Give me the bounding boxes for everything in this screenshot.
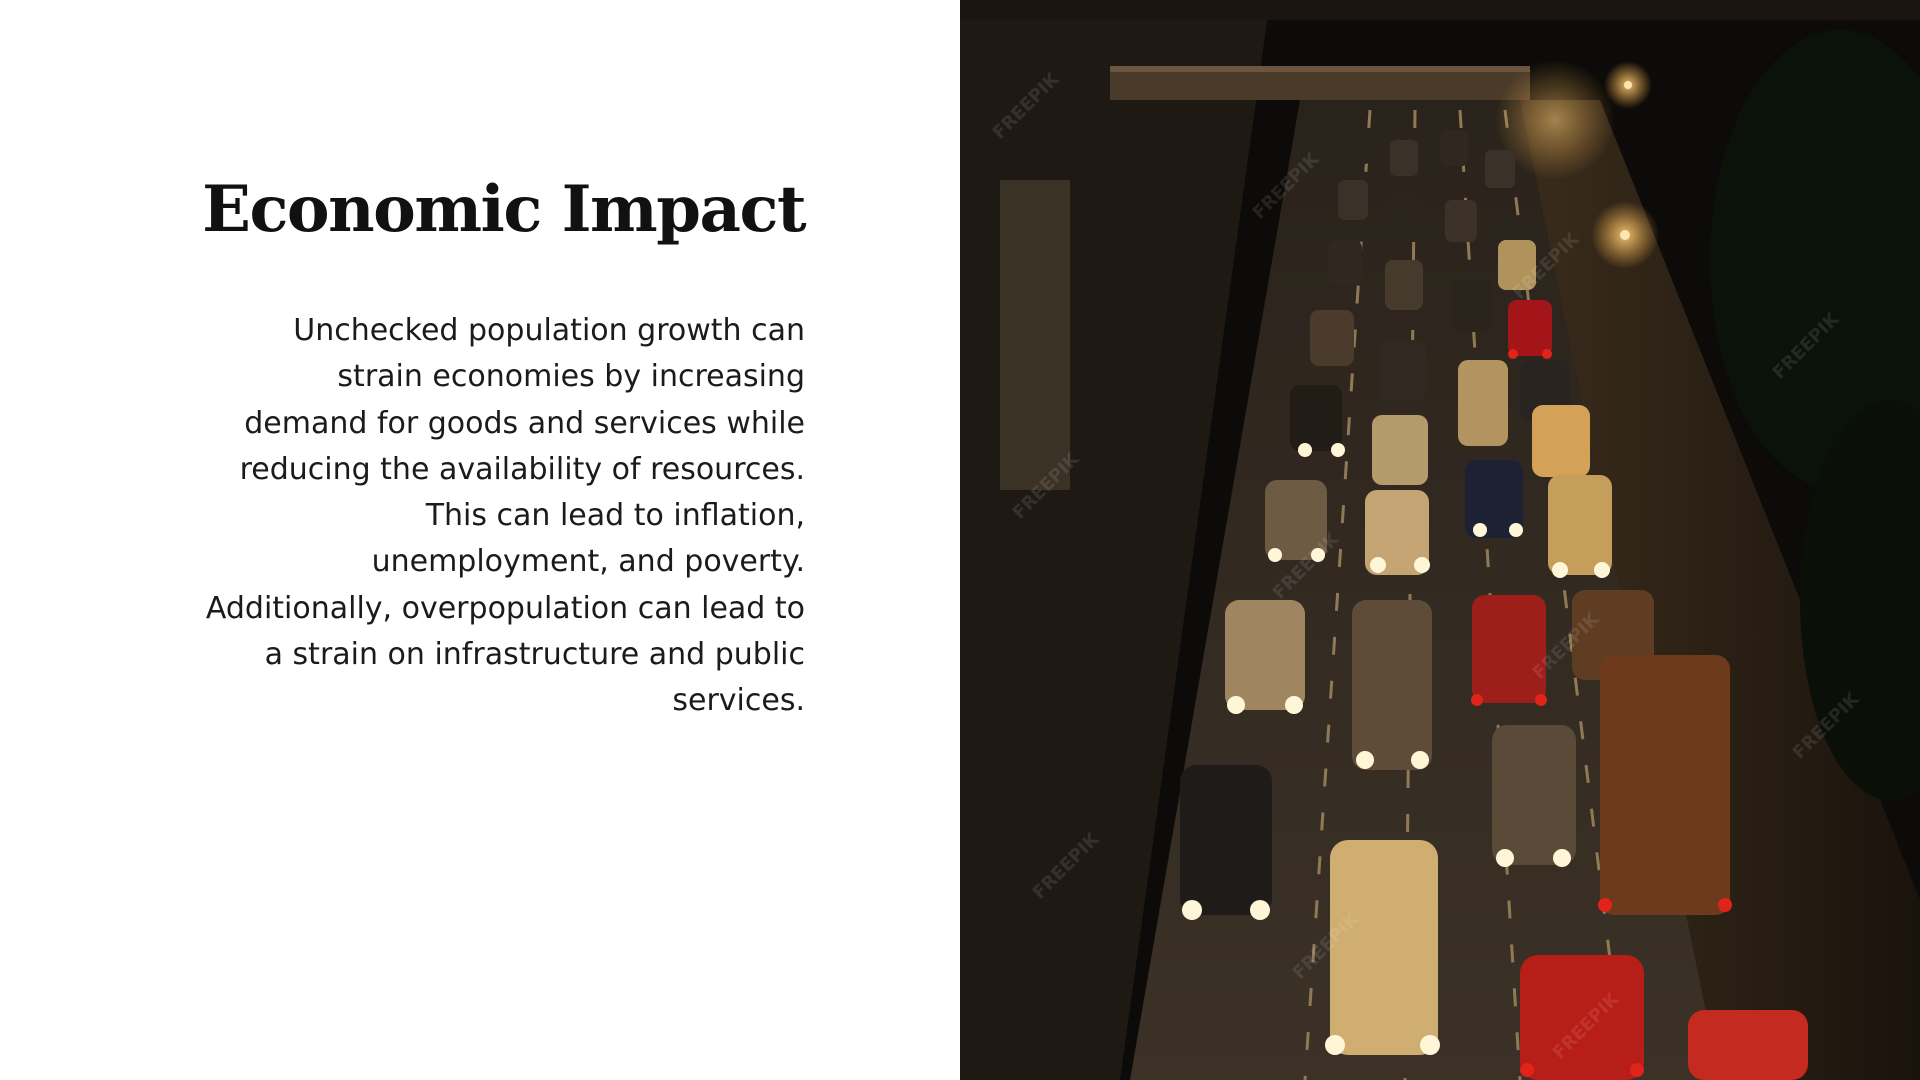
body-line: demand for goods and services while (244, 405, 805, 441)
body-line: reducing the availability of resources. (239, 451, 805, 487)
taillights (1471, 349, 1732, 1077)
street-light (1620, 230, 1630, 240)
slide-title: Economic Impact (202, 172, 806, 247)
body-line: This can lead to inflation, (425, 498, 805, 534)
car-lane-1 (1180, 130, 1371, 915)
night-traffic-photo: FREEPIK FREEPIK FREEPIK FREEPIK FREEPIK … (960, 0, 1920, 1080)
sidewalk (1520, 100, 1920, 1080)
street-light (1495, 60, 1615, 180)
pillar (1000, 180, 1070, 490)
body-line: strain economies by increasing (337, 359, 805, 395)
trees (1710, 30, 1920, 490)
traffic-illustration: FREEPIK FREEPIK FREEPIK FREEPIK FREEPIK … (960, 0, 1920, 1080)
car-lane-2 (1330, 140, 1438, 1055)
body-line: a strain on infrastructure and public (264, 637, 805, 673)
body-line: unemployment, and poverty. (371, 544, 805, 580)
body-line: Unchecked population growth can (293, 313, 805, 348)
text-panel: Economic Impact Unchecked population gro… (105, 172, 807, 725)
trees (1800, 400, 1920, 800)
headlights (1182, 443, 1610, 1055)
body-line: Additionally, overpopulation can lead to (205, 590, 805, 626)
top-edge (960, 0, 1920, 20)
street-light (1624, 81, 1632, 89)
body-line: services. (672, 683, 805, 719)
slide-body-text: Unchecked population growth can strain e… (105, 308, 805, 725)
car-lane-3 (1440, 130, 1644, 1080)
pedestrian-bridge (1110, 70, 1530, 100)
car-lane-4 (1485, 150, 1808, 1080)
bridge-rail (1110, 66, 1530, 72)
